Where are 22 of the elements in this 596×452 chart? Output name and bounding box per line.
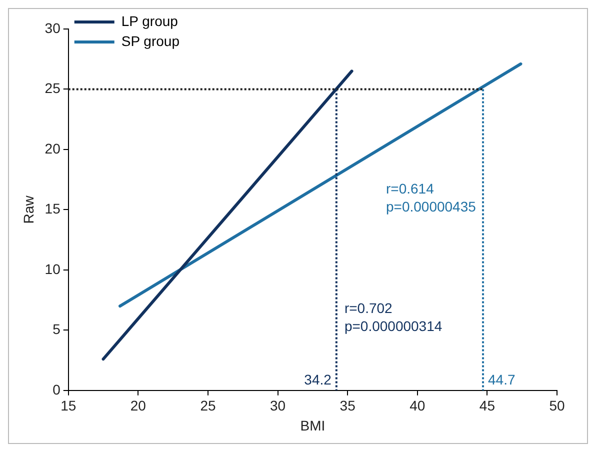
ref-line-label: 34.2 — [304, 371, 332, 388]
y-tick-label: 0 — [52, 381, 61, 398]
annotation: r=0.702 p=0.000000314 — [344, 300, 442, 334]
y-tick-label: 15 — [44, 200, 61, 217]
y-tick-label: 10 — [44, 260, 61, 277]
y-tick-label: 5 — [52, 321, 61, 338]
legend-label: LP group — [121, 12, 178, 29]
x-tick-label: 30 — [270, 398, 286, 414]
x-tick-label: 35 — [340, 398, 356, 414]
y-tick-label: 25 — [44, 80, 61, 96]
y-axis-title: Raw — [20, 194, 36, 224]
annotation: r=0.614 p=0.00000435 — [386, 180, 476, 215]
x-tick-label: 25 — [200, 398, 216, 414]
x-axis-title: BMI — [300, 417, 326, 434]
x-tick-label: 50 — [549, 398, 565, 414]
y-tick-label: 30 — [44, 20, 61, 36]
x-tick-label: 45 — [479, 398, 496, 414]
legend-label: SP group — [121, 32, 180, 49]
x-tick-label: 40 — [410, 398, 426, 414]
x-tick-label: 20 — [130, 398, 146, 414]
y-tick-label: 20 — [44, 140, 61, 156]
ref-line-label: 44.7 — [488, 371, 516, 388]
